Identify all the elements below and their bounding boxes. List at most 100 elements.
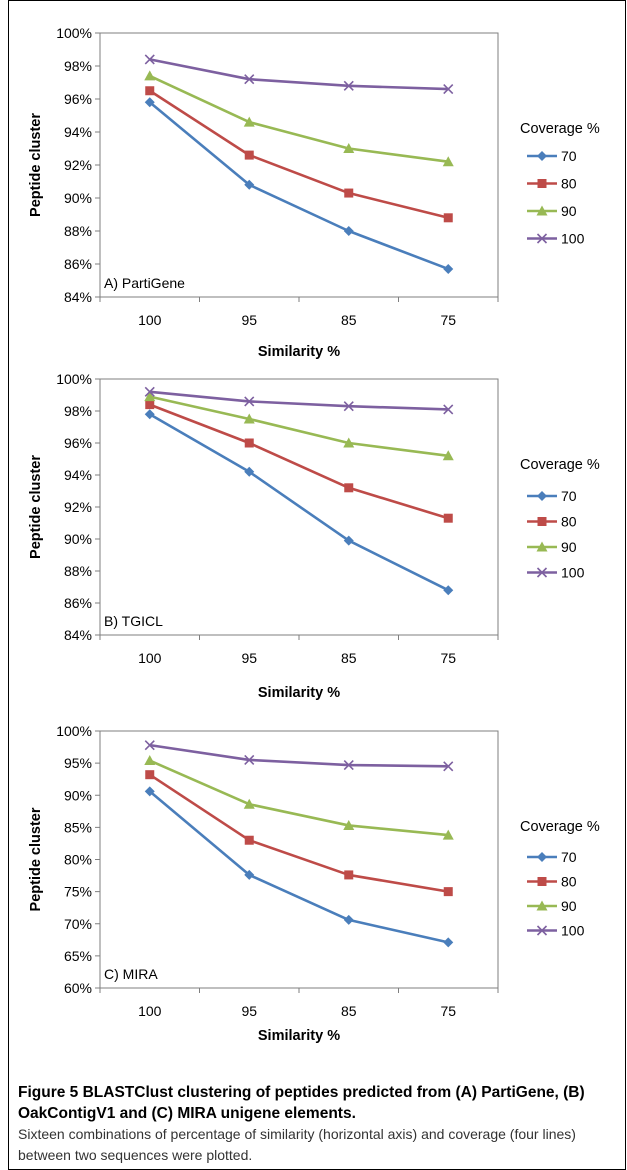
y-tick-label: 86% <box>64 595 92 611</box>
y-tick-label: 90% <box>64 787 92 803</box>
data-point-100 <box>144 740 155 751</box>
legend-marker-100 <box>536 233 548 244</box>
y-tick-label: 96% <box>64 435 92 451</box>
data-point-90 <box>343 437 355 448</box>
y-tick-label: 92% <box>64 499 92 515</box>
figure-border <box>8 0 626 1170</box>
y-axis-title: Peptide cluster <box>28 807 44 911</box>
y-tick-label: 98% <box>64 403 92 419</box>
x-tick-label: 100 <box>138 312 162 328</box>
panel-label: C) MIRA <box>104 966 158 982</box>
series-line-70 <box>149 413 449 592</box>
y-axis-title: Peptide cluster <box>28 455 44 559</box>
y-tick-label: 75% <box>64 884 92 900</box>
data-point-70 <box>244 466 255 477</box>
y-tick-label: 80% <box>64 852 92 868</box>
x-tick-label: 100 <box>138 1003 162 1019</box>
x-tick-label: 95 <box>241 312 257 328</box>
x-axis-title: Similarity % <box>258 344 340 360</box>
y-tick-label: 84% <box>64 627 92 643</box>
plot-area <box>99 730 499 989</box>
legend-marker-70 <box>537 491 547 501</box>
legend-marker-70 <box>537 151 547 161</box>
data-point-80 <box>244 438 254 448</box>
data-point-80 <box>145 770 155 780</box>
data-point-90 <box>343 143 355 153</box>
data-point-70 <box>343 914 354 925</box>
data-point-100 <box>343 80 354 91</box>
series-line-80 <box>149 403 449 520</box>
legend-marker-90 <box>536 900 548 911</box>
y-tick-label: 85% <box>64 819 92 835</box>
y-tick-label: 84% <box>64 289 92 305</box>
legend-marker-70 <box>537 852 547 862</box>
series-line-90 <box>149 395 449 458</box>
data-point-80 <box>344 483 354 493</box>
data-point-70 <box>144 409 155 420</box>
data-point-80 <box>344 870 354 880</box>
data-point-70 <box>144 786 155 797</box>
data-point-100 <box>244 754 255 765</box>
legend-marker-100 <box>536 925 548 936</box>
legend-marker-80 <box>537 877 547 886</box>
figure-caption: Figure 5 BLASTClust clustering of peptid… <box>18 1082 624 1166</box>
y-tick-label: 100% <box>56 723 92 739</box>
legend-title: Coverage % <box>520 819 600 835</box>
caption-title: Figure 5 BLASTClust clustering of peptid… <box>18 1084 585 1122</box>
data-point-90 <box>144 391 156 402</box>
y-tick-label: 90% <box>64 531 92 547</box>
data-point-90 <box>343 819 355 830</box>
data-point-100 <box>443 84 454 95</box>
y-tick-label: 88% <box>64 223 92 239</box>
data-point-80 <box>145 400 155 410</box>
data-point-70 <box>343 226 354 236</box>
series-line-80 <box>149 773 449 893</box>
data-point-80 <box>244 150 254 160</box>
legend-entry: 100 <box>561 231 585 247</box>
series-line-80 <box>149 89 449 220</box>
y-tick-label: 94% <box>64 467 92 483</box>
x-axis-title: Similarity % <box>258 1028 340 1044</box>
y-tick-label: 95% <box>64 755 92 771</box>
y-axis-title: Peptide cluster <box>28 113 44 217</box>
y-tick-label: 60% <box>64 980 92 996</box>
caption-body: Sixteen combinations of percentage of si… <box>18 1126 576 1163</box>
data-point-100 <box>244 396 255 407</box>
legend-entry: 70 <box>561 849 577 865</box>
plot-area <box>99 32 499 298</box>
data-point-70 <box>443 263 454 274</box>
y-tick-label: 100% <box>56 25 92 41</box>
legend-entry: 80 <box>561 176 577 192</box>
y-tick-label: 96% <box>64 91 92 107</box>
panel-label: A) PartiGene <box>104 275 185 291</box>
x-tick-label: 85 <box>341 650 357 666</box>
legend-entry: 80 <box>561 874 577 890</box>
chart-panel-a: Peptide cluster Similarity % A) PartiGen… <box>28 25 600 360</box>
legend-entry: 70 <box>561 488 577 504</box>
legend-entry: 90 <box>561 539 577 555</box>
data-point-100 <box>144 54 155 65</box>
x-tick-label: 85 <box>341 1003 357 1019</box>
y-tick-label: 98% <box>64 58 92 74</box>
x-tick-label: 75 <box>440 650 456 666</box>
data-point-90 <box>144 755 156 766</box>
data-point-90 <box>442 156 454 167</box>
legend-title: Coverage % <box>520 121 600 137</box>
data-point-90 <box>243 798 255 809</box>
y-tick-label: 92% <box>64 157 92 173</box>
legend-marker-80 <box>537 517 547 526</box>
legend-entry: 100 <box>561 923 585 939</box>
y-tick-label: 86% <box>64 256 92 272</box>
data-point-90 <box>243 413 255 424</box>
legend-marker-90 <box>536 541 548 552</box>
legend-marker-80 <box>537 179 547 188</box>
data-point-80 <box>145 86 155 96</box>
series-line-90 <box>149 759 449 837</box>
y-tick-label: 70% <box>64 916 92 932</box>
y-tick-label: 94% <box>64 124 92 140</box>
data-point-70 <box>244 869 255 880</box>
y-tick-label: 90% <box>64 190 92 206</box>
legend-entry: 90 <box>561 898 577 914</box>
x-tick-label: 75 <box>440 312 456 328</box>
